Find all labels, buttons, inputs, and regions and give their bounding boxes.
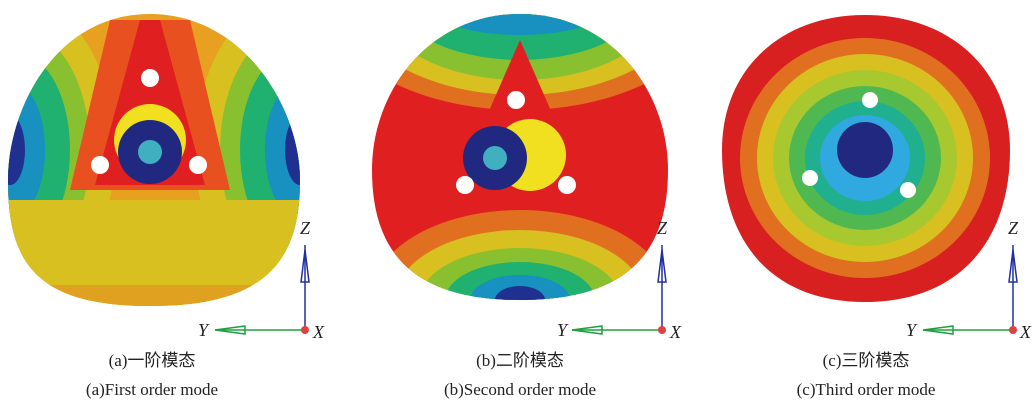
- axis-label-x: X: [1019, 322, 1032, 342]
- caption-cn: (b)二阶模态: [476, 351, 564, 370]
- axis-label-y: Y: [906, 320, 918, 340]
- shape: [301, 326, 309, 334]
- shape: [300, 249, 310, 283]
- shape: [922, 325, 954, 335]
- shape: [1009, 326, 1017, 334]
- shape: [483, 146, 507, 170]
- caption-cn: (c)三阶模态: [823, 351, 910, 370]
- axis-label-y: Y: [557, 320, 569, 340]
- shape: [214, 325, 246, 335]
- shape: [141, 69, 159, 87]
- axis-label-x: X: [669, 322, 682, 342]
- shape: [900, 182, 916, 198]
- shape: [138, 140, 162, 164]
- shape: [410, 14, 630, 35]
- caption-en: (a)First order mode: [86, 380, 218, 399]
- axis-triad-b: [571, 245, 667, 335]
- axis-triad-c: [922, 245, 1018, 335]
- shape: [837, 122, 893, 178]
- shape: [802, 170, 818, 186]
- caption-en: (c)Third order mode: [797, 380, 936, 399]
- axis-triad-a: [214, 245, 310, 335]
- axis-label-x: X: [312, 322, 325, 342]
- shape: [445, 262, 595, 300]
- shape: [8, 285, 300, 306]
- shape: [91, 156, 109, 174]
- axis-label-z: Z: [1008, 218, 1019, 238]
- shape: [658, 326, 666, 334]
- shape: [571, 325, 603, 335]
- caption-en: (b)Second order mode: [444, 380, 596, 399]
- shape: [507, 91, 525, 109]
- axis-label-z: Z: [300, 218, 311, 238]
- shape: [470, 275, 570, 300]
- mode-shape-a: [8, 14, 300, 306]
- shape: [456, 176, 474, 194]
- shape: [657, 249, 667, 283]
- shape: [285, 115, 300, 185]
- axis-label-y: Y: [198, 320, 210, 340]
- shape: [495, 286, 545, 300]
- shape: [558, 176, 576, 194]
- shape: [189, 156, 207, 174]
- caption-cn: (a)一阶模态: [109, 351, 196, 370]
- shape: [862, 92, 878, 108]
- mode-shape-c: [722, 15, 1010, 302]
- shape: [1008, 249, 1018, 283]
- axis-label-z: Z: [657, 218, 668, 238]
